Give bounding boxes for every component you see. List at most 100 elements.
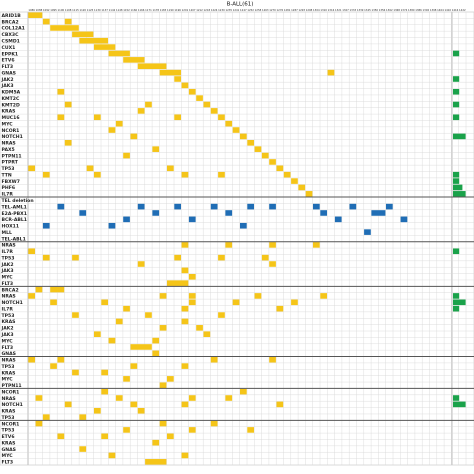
gene-label: FLT3 <box>2 345 14 351</box>
gene-label: TP53 <box>2 428 15 434</box>
fusion-cell <box>108 222 116 229</box>
mutation-cell <box>174 254 181 261</box>
summary-bar <box>453 114 460 121</box>
fusion-cell <box>57 203 65 210</box>
gene-label: FBXW7 <box>2 179 20 185</box>
gene-label: MYC <box>2 121 14 127</box>
mutation-cell <box>94 44 116 50</box>
mutation-cell <box>137 407 145 414</box>
mutation-cell <box>94 171 101 178</box>
gene-label: NRAS <box>2 358 16 364</box>
gene-label: NRAS <box>2 243 16 249</box>
summary-bar <box>453 88 460 95</box>
sample-label: 1263 <box>262 8 269 12</box>
sample-label: 1327 <box>342 8 349 12</box>
mutation-cell <box>196 95 203 101</box>
gene-label: GNAS <box>2 70 16 76</box>
mutation-cell <box>72 312 79 318</box>
gene-label: TTN <box>2 172 12 178</box>
fusion-cell <box>313 203 320 210</box>
gene-label: NCOR1 <box>2 128 20 134</box>
mutation-cell <box>305 191 313 197</box>
sample-label: 1398 <box>430 8 437 12</box>
mutation-cell <box>247 427 254 433</box>
mutation-cell <box>35 395 43 401</box>
mutation-cell <box>145 101 152 108</box>
mutation-cell <box>79 446 87 452</box>
sample-label: 1230 <box>218 8 225 12</box>
gene-label: BRCA2 <box>2 19 19 25</box>
mutation-cell <box>276 165 284 172</box>
sample-label: 1218 <box>204 8 211 12</box>
sample-label: 1137 <box>101 8 108 12</box>
gene-label: MYC <box>2 453 14 459</box>
gene-label: MLL <box>2 230 12 236</box>
gene-label: MYC <box>2 338 14 344</box>
mutation-cell <box>159 420 167 427</box>
mutation-cell <box>28 293 35 299</box>
mutation-cell <box>108 452 116 459</box>
mutation-cell <box>42 18 50 25</box>
sample-label: 1190 <box>167 8 174 12</box>
mutation-cell <box>28 248 35 255</box>
mutation-cell <box>269 261 276 267</box>
gene-label: NCOR1 <box>2 421 20 427</box>
gene-label: KRAS <box>2 440 16 446</box>
fusion-cell <box>240 222 247 229</box>
sample-label: 1207 <box>189 8 196 12</box>
gene-label: TP53 <box>2 255 15 261</box>
mutation-cell <box>94 407 101 414</box>
gene-label: NOTCH1 <box>2 300 23 306</box>
mutation-cell <box>64 401 72 408</box>
mutation-cell <box>181 318 189 325</box>
sample-label: 1095 <box>50 8 57 12</box>
gene-label: JAK3 <box>1 83 14 89</box>
sample-label: 1321 <box>335 8 342 12</box>
mutation-cell <box>57 356 65 363</box>
gene-label: IL7R <box>2 249 14 255</box>
mutation-cell <box>159 325 167 331</box>
mutation-cell <box>167 376 174 382</box>
sample-label: 1392 <box>423 8 430 12</box>
mutation-cell <box>72 31 94 38</box>
sample-label: 1235 <box>225 8 232 12</box>
mutation-cell <box>108 127 116 133</box>
mutation-cell <box>50 363 57 369</box>
sample-label: 1345 <box>364 8 371 12</box>
mutation-cell <box>247 140 254 146</box>
mutation-cell <box>64 140 72 146</box>
mutation-cell <box>115 395 123 401</box>
summary-bar <box>453 171 460 178</box>
sample-label: 1130 <box>94 8 101 12</box>
mutation-cell <box>269 356 276 363</box>
gene-label: NRAS <box>2 294 16 300</box>
gene-label: NRAS <box>2 141 16 147</box>
sample-label: 1316 <box>328 8 335 12</box>
gene-label: NOTCH1 <box>2 402 23 408</box>
mutation-cell <box>218 254 225 261</box>
mutation-cell <box>72 369 79 376</box>
sample-label: 1108 <box>65 8 72 12</box>
summary-bar <box>453 395 460 401</box>
mutation-cell <box>35 420 43 427</box>
gene-label: NCOR1 <box>2 389 20 395</box>
summary-bar <box>453 50 460 57</box>
mutation-cell <box>64 101 72 108</box>
mutation-cell <box>276 305 284 312</box>
mutation-cell <box>203 101 211 108</box>
sample-label: 1270 <box>269 8 276 12</box>
mutation-cell <box>35 286 43 293</box>
gene-label: FLT3 <box>2 281 14 287</box>
sample-label: 1125 <box>87 8 94 12</box>
gene-label: TP53 <box>2 166 15 172</box>
mutation-cell <box>196 325 203 331</box>
mutation-cell <box>123 57 145 63</box>
mutation-cell <box>42 171 50 178</box>
mutation-cell <box>50 25 79 31</box>
fusion-cell <box>188 216 196 223</box>
gene-label: E2A-PBX1 <box>2 211 27 217</box>
gene-label: FLT3 <box>2 64 14 70</box>
mutation-cell <box>123 305 130 312</box>
sample-label: 1422 <box>459 8 466 12</box>
sample-label: 1276 <box>277 8 284 12</box>
